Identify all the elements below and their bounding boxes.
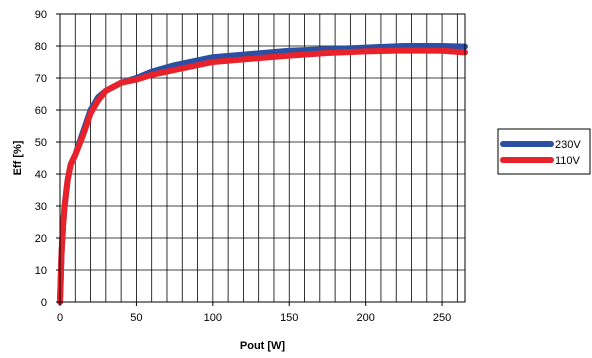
x-tick-label: 200 — [356, 312, 374, 324]
y-tick-label: 80 — [35, 41, 47, 53]
legend-label: 230V — [555, 139, 581, 151]
x-tick-label: 250 — [433, 312, 451, 324]
y-tick-label: 60 — [35, 105, 47, 117]
y-tick-label: 40 — [35, 169, 47, 181]
y-tick-label: 30 — [35, 201, 47, 213]
y-tick-label: 20 — [35, 233, 47, 245]
x-tick-label: 100 — [204, 312, 222, 324]
series-lines — [57, 43, 468, 305]
series-line-110V — [57, 47, 468, 305]
x-tick-label: 50 — [130, 312, 142, 324]
y-tick-label: 90 — [35, 9, 47, 21]
x-axis-ticks: 0 50 100 150 200 250 — [57, 302, 451, 324]
legend: 230V 110V — [497, 128, 591, 175]
legend-label: 110V — [555, 155, 581, 167]
legend-box — [497, 128, 591, 175]
y-tick-label: 0 — [41, 297, 47, 309]
plot-area-frame — [59, 13, 466, 303]
y-axis-title: Eff [%] — [12, 140, 24, 175]
x-axis-title: Pout [W] — [240, 340, 286, 352]
x-tick-label: 150 — [280, 312, 298, 324]
y-tick-label: 70 — [35, 73, 47, 85]
y-tick-label: 10 — [35, 265, 47, 277]
y-tick-label: 50 — [35, 137, 47, 149]
y-axis-ticks: 0 10 20 30 40 50 60 70 80 90 — [35, 9, 60, 309]
x-tick-label: 0 — [57, 312, 63, 324]
